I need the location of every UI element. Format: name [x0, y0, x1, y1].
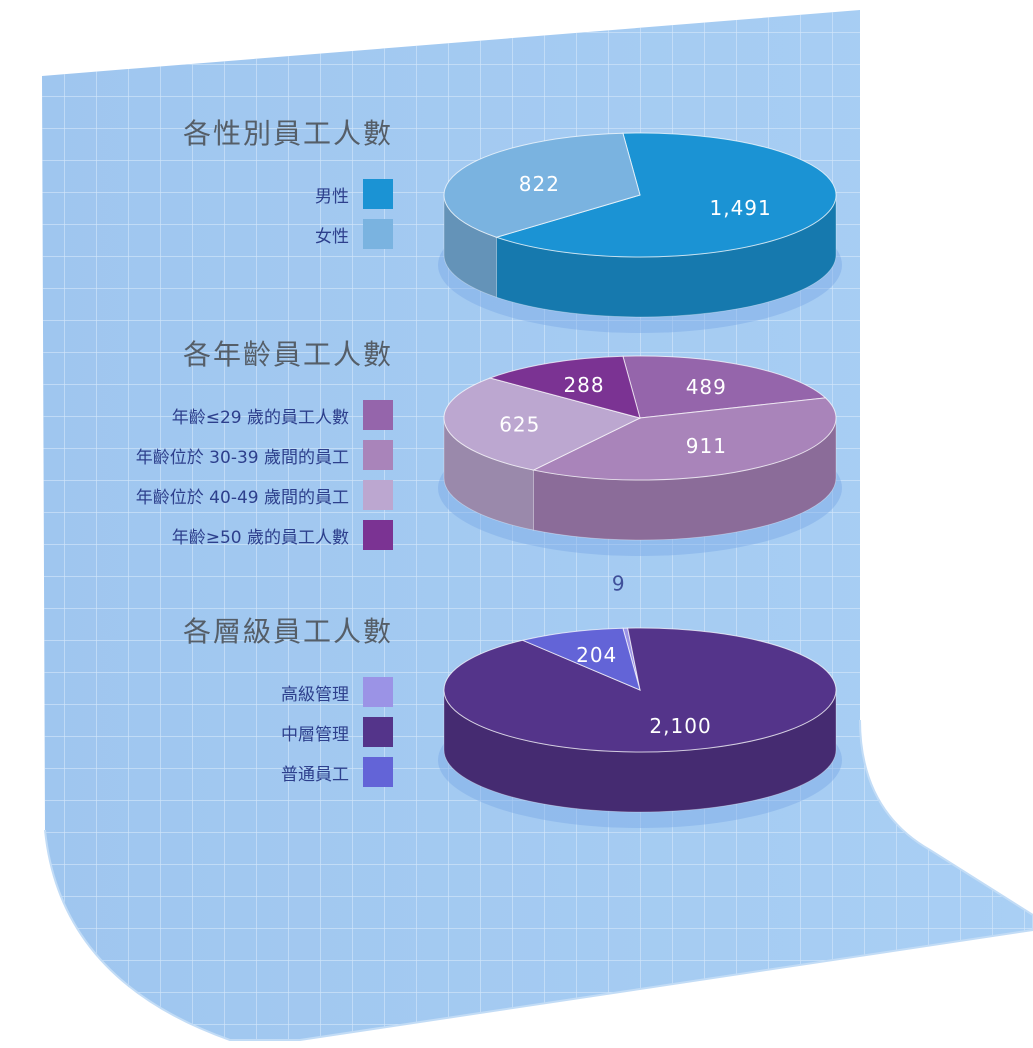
pie-charts-layer: 1,491 822 489 911 625 288 9 2,100 204 [438, 132, 842, 828]
legend-swatch [363, 440, 393, 470]
legend-label: 女性 [315, 226, 349, 247]
chart-title-age: 各年齡員工人數 [182, 338, 393, 371]
legend-item: 年齡位於 30-39 歲間的員工 [136, 435, 393, 475]
legend-label: 男性 [315, 186, 349, 207]
legend-item: 年齡≤29 歲的員工人數 [136, 395, 393, 435]
pie-chart: 9 2,100 204 [438, 571, 842, 828]
pie-slice [443, 377, 642, 471]
legend-item: 男性 [183, 174, 393, 214]
pie-slice [622, 355, 827, 419]
legend-swatch [363, 179, 393, 209]
pie-chart: 1,491 822 [438, 132, 842, 333]
data-label: 204 [576, 643, 617, 667]
data-label: 911 [686, 434, 727, 458]
legend-item: 年齡位於 40-49 歲間的員工 [136, 475, 393, 515]
data-label: 625 [499, 413, 540, 437]
legend-item: 中層管理 [183, 712, 393, 752]
pie-chart: 489 911 625 288 [438, 355, 842, 556]
chart-title-gender: 各性別員工人數 [182, 117, 393, 150]
legend-gender: 各性別員工人數 男性 女性 [183, 112, 393, 254]
legend-age: 各年齡員工人數 年齡≤29 歲的員工人數 年齡位於 30-39 歲間的員工 年齡… [136, 333, 393, 555]
legend-item: 年齡≥50 歲的員工人數 [136, 515, 393, 555]
legend-swatch [363, 400, 393, 430]
legend-item: 高級管理 [183, 672, 393, 712]
legend-swatch [363, 757, 393, 787]
data-label: 288 [563, 373, 604, 397]
pie-slice [521, 627, 641, 691]
legend-swatch [363, 717, 393, 747]
data-label: 2,100 [649, 714, 711, 738]
legend-label: 年齡位於 40-49 歲間的員工 [135, 487, 349, 508]
pie-slice [488, 355, 641, 419]
legend-label: 中層管理 [281, 724, 349, 745]
legend-label: 普通員工 [281, 764, 349, 785]
data-label: 9 [612, 571, 626, 595]
legend-label: 年齡≤29 歲的員工人數 [171, 407, 349, 428]
legend-item: 普通員工 [183, 752, 393, 792]
legend-swatch [363, 520, 393, 550]
data-label: 1,491 [709, 196, 771, 220]
data-label: 489 [686, 375, 727, 399]
pie-slice [443, 132, 641, 238]
legend-label: 高級管理 [281, 684, 349, 705]
legend-label: 年齡位於 30-39 歲間的員工 [135, 447, 349, 468]
legend-item: 女性 [183, 214, 393, 254]
legend-swatch [363, 219, 393, 249]
data-label: 822 [519, 172, 560, 196]
legend-label: 年齡≥50 歲的員工人數 [171, 527, 349, 548]
legend-level: 各層級員工人數 高級管理 中層管理 普通員工 [183, 610, 393, 792]
pie-slice [494, 132, 837, 258]
pie-slice [532, 397, 837, 481]
chart-title-level: 各層級員工人數 [182, 615, 393, 648]
legend-swatch [363, 677, 393, 707]
legend-swatch [363, 480, 393, 510]
